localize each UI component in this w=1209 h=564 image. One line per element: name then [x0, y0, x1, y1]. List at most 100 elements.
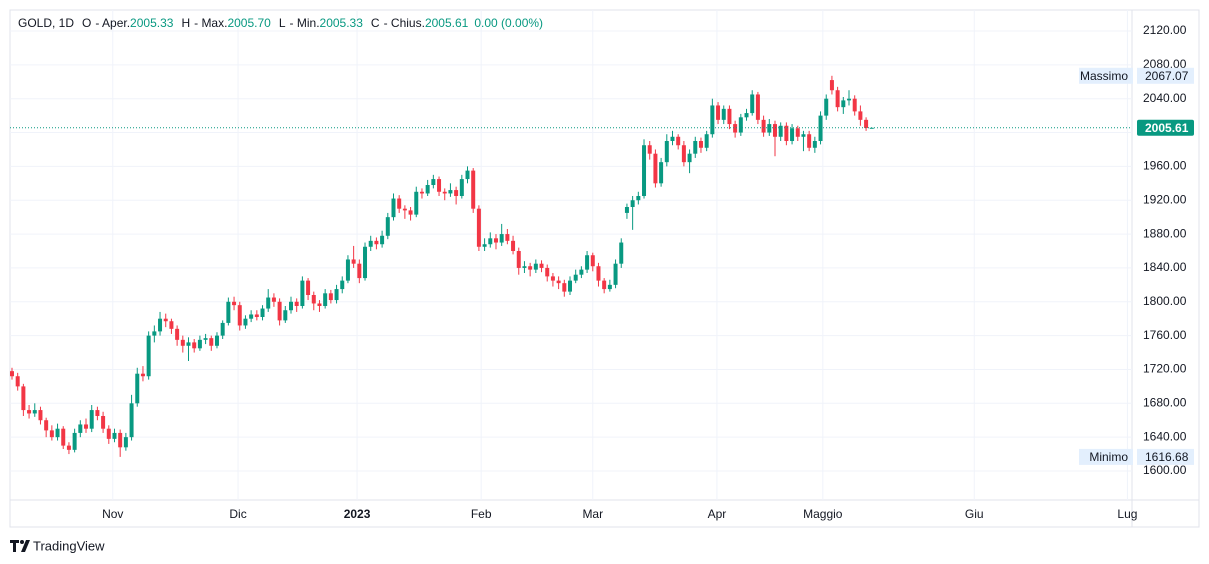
candle-body — [539, 263, 544, 268]
x-tick-label: Nov — [102, 507, 123, 521]
extreme-label: Minimo — [1089, 450, 1128, 464]
candle-body — [784, 125, 789, 142]
candle-body — [78, 424, 83, 433]
candle-body — [664, 141, 669, 163]
candle-body — [465, 170, 470, 180]
candle-body — [408, 210, 413, 215]
candle-body — [95, 410, 100, 417]
change: 0.00 (0.00%) — [474, 16, 544, 30]
candle-body — [260, 308, 265, 318]
candle-body — [653, 153, 658, 184]
candle-body — [146, 335, 151, 377]
candle-body — [516, 251, 521, 268]
candle-body — [522, 266, 527, 268]
y-tick-label: 1720.00 — [1143, 362, 1187, 376]
candle-body — [402, 208, 407, 211]
candle-body — [21, 386, 26, 411]
candle-body — [385, 217, 390, 236]
x-tick-label: Lug — [1117, 507, 1137, 521]
candle-body — [135, 373, 140, 404]
candle-body — [602, 280, 607, 290]
candle-body — [778, 125, 783, 137]
candle-body — [528, 266, 533, 270]
x-tick-label: Feb — [471, 507, 492, 521]
candle-body — [721, 108, 726, 120]
candle-body — [590, 255, 595, 267]
candle-body — [556, 280, 561, 284]
candle-body — [437, 179, 442, 192]
candle-body — [158, 318, 163, 332]
y-tick-label: 1600.00 — [1143, 463, 1187, 477]
y-tick-label: 2080.00 — [1143, 57, 1187, 71]
candle-body — [328, 293, 333, 301]
candle-body — [647, 145, 652, 154]
candle-body — [317, 303, 322, 307]
candle-body — [448, 190, 453, 194]
y-tick-label: 1960.00 — [1143, 159, 1187, 173]
candle-body — [562, 283, 567, 292]
candle-body — [807, 134, 812, 148]
candle-body — [716, 105, 721, 120]
candle-body — [419, 191, 424, 194]
candle-body — [288, 301, 293, 311]
candle-body — [220, 322, 225, 336]
candle-body — [687, 153, 692, 163]
candle-body — [454, 190, 459, 197]
symbol: GOLD, 1D — [18, 16, 75, 30]
label-box — [1079, 67, 1133, 84]
y-tick-label: 1680.00 — [1143, 395, 1187, 409]
candle-body — [340, 280, 345, 290]
candle-body — [841, 100, 846, 108]
candle-body — [9, 371, 14, 377]
candle-body — [755, 94, 760, 120]
field-label: - Max. — [194, 16, 228, 30]
candle-body — [306, 280, 311, 296]
candle-body — [283, 310, 288, 321]
candle-body — [624, 207, 629, 213]
legend-header: GOLD, 1D O - Aper.2005.33 H - Max.2005.70 L - … — [18, 16, 543, 30]
x-tick-label: 2023 — [344, 507, 371, 521]
candle-body — [118, 432, 123, 448]
candle-body — [636, 196, 641, 201]
candle-body — [214, 335, 219, 346]
candle-body — [511, 240, 516, 252]
candle-body — [852, 98, 857, 112]
candle-body — [733, 124, 738, 133]
candle-body — [357, 263, 362, 279]
y-tick-label: 2120.00 — [1143, 23, 1187, 37]
candle-body — [363, 246, 368, 279]
x-tick-label: Mar — [582, 507, 603, 521]
candle-body — [140, 373, 145, 377]
label-box — [1079, 448, 1133, 465]
candle-body — [493, 238, 498, 243]
candle-body — [38, 410, 43, 421]
y-tick-label: 1840.00 — [1143, 260, 1187, 274]
candle-body — [772, 124, 777, 137]
candle-body — [334, 289, 339, 301]
brand: TradingView — [33, 538, 105, 553]
candle-body — [829, 80, 834, 91]
candle-body — [84, 424, 89, 429]
y-tick-label: 1760.00 — [1143, 328, 1187, 342]
candle-body — [27, 410, 32, 414]
candle-body — [750, 94, 755, 114]
logo — [10, 540, 30, 552]
candle-body — [15, 376, 20, 387]
candle-body — [249, 314, 254, 319]
candle-body — [277, 301, 282, 321]
candle-body — [704, 134, 709, 148]
candle-body — [431, 179, 436, 186]
candle-body — [579, 269, 584, 275]
candle-body — [226, 301, 231, 323]
candle-body — [505, 234, 510, 241]
candle-body — [271, 297, 276, 302]
candle-body — [642, 145, 647, 197]
candle-body — [476, 208, 481, 247]
candle-body — [180, 339, 185, 346]
candle-body — [488, 238, 493, 245]
frame — [9, 9, 1200, 528]
extreme-label: Massimo — [1080, 69, 1128, 83]
candle-body — [72, 432, 77, 450]
field-key: C — [370, 16, 380, 30]
